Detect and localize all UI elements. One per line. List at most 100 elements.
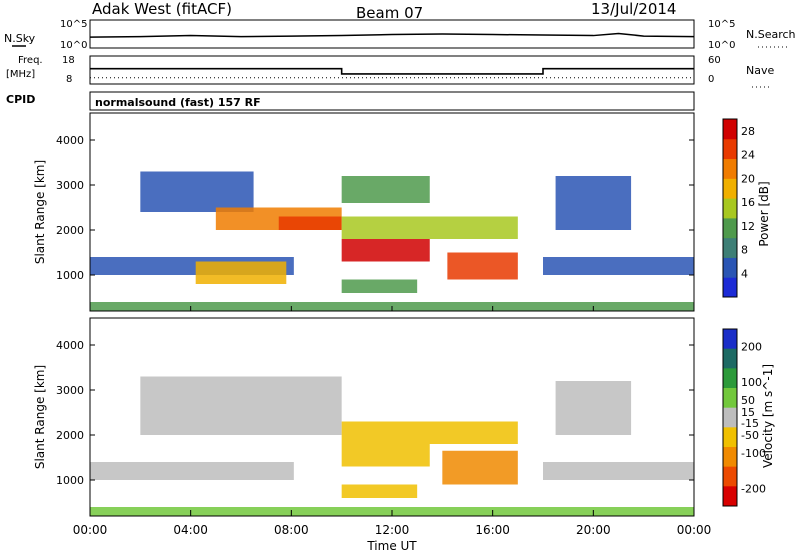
colorbar-frame (722, 118, 738, 298)
colorbar-segment (723, 486, 737, 507)
x-tick-label: 04:00 (173, 523, 208, 537)
beam-label: Beam 07 (356, 4, 423, 22)
x-tick-label: 20:00 (576, 523, 611, 537)
velocity-echo-region (555, 381, 632, 435)
freq-panel-frame (89, 55, 695, 85)
colorbar-tick-label: 12 (741, 220, 755, 233)
colorbar-tick-label: 16 (741, 196, 755, 209)
x-tick-label: 16:00 (475, 523, 510, 537)
colorbar-segment (723, 466, 737, 487)
colorbar-tick-label: 24 (741, 149, 755, 162)
radar-title: Adak West (fitACF) (92, 0, 232, 18)
y-tick-label: 4000 (56, 339, 84, 352)
power-echo-region (195, 261, 287, 284)
power-ylabel: Slant Range [km] (33, 160, 47, 264)
nave-tick-top: 60 (708, 55, 721, 66)
power-colorbar: 4 8 12 16 20 24 28 (722, 118, 755, 298)
power-echo-region (341, 176, 430, 203)
velocity-y-axis: 1000 2000 3000 4000 (56, 339, 694, 487)
colorbar-tick-label: 4 (741, 267, 748, 280)
colorbar-segment (723, 237, 737, 258)
colorbar-tick-label: -200 (741, 482, 766, 495)
colorbar-tick-label: 200 (741, 341, 762, 354)
colorbar-segment (723, 447, 737, 468)
colorbar-segment (723, 119, 737, 140)
y-tick-label: 1000 (56, 474, 84, 487)
power-echo-region (341, 279, 418, 293)
freq-tick-top: 18 (62, 55, 75, 66)
x-axis-label: Time UT (366, 539, 417, 553)
power-echo-region (447, 252, 518, 280)
colorbar-segment (723, 178, 737, 199)
nsky-label: N.Sky (4, 32, 36, 45)
y-tick-label: 2000 (56, 429, 84, 442)
velocity-echo-region (341, 421, 518, 444)
colorbar-segment (723, 329, 737, 350)
velocity-echo-region (140, 376, 342, 435)
y-tick-label: 2000 (56, 224, 84, 237)
y-tick-label: 1000 (56, 269, 84, 282)
colorbar-segment (723, 348, 737, 369)
noise-tick-left-top: 10^5 (60, 19, 87, 30)
freq-tick-bottom: 8 (66, 74, 72, 85)
nave-label: Nave (746, 64, 774, 77)
colorbar-tick-label: 28 (741, 125, 755, 138)
cpid-value: normalsound (fast) 157 RF (95, 96, 261, 109)
velocity-x-axis: 00:00 04:00 08:00 12:00 16:00 20:00 00:00 (73, 306, 712, 537)
freq-series-line (90, 67, 694, 75)
velocity-panel: 1000 2000 3000 4000 00:00 04:00 08:00 12:00 16:… (33, 306, 711, 553)
colorbar-tick-label: 15 (741, 406, 755, 419)
y-tick-label: 3000 (56, 179, 84, 192)
y-tick-label: 4000 (56, 134, 84, 147)
colorbar-frame (722, 328, 738, 507)
colorbar-tick-label: -50 (741, 429, 759, 442)
power-echo-region (341, 216, 518, 239)
colorbar-segment (723, 427, 737, 448)
velocity-echo-region (341, 444, 430, 467)
freq-panel: Freq. [MHz] 18 8 60 0 Nave (6, 55, 774, 88)
noise-panel: N.Sky N.Search 10^5 10^0 10^5 10^0 (4, 19, 796, 51)
colorbar-segment (723, 407, 737, 428)
colorbar-tick-label: -100 (741, 447, 766, 460)
power-echo-region (543, 257, 694, 275)
y-tick-label: 3000 (56, 384, 84, 397)
freq-label: Freq. (18, 55, 43, 66)
nave-tick-bottom: 0 (708, 74, 714, 85)
velocity-colorbar-label: Velocity [m s^-1] (761, 364, 775, 468)
power-echo-region (278, 216, 342, 230)
nsearch-label: N.Search (746, 28, 796, 41)
power-y-axis: 1000 2000 3000 4000 (56, 134, 694, 282)
colorbar-tick-label: 20 (741, 172, 755, 185)
colorbar-segment (723, 388, 737, 409)
noise-panel-frame (89, 19, 695, 49)
cpid-label: CPID (6, 93, 35, 106)
colorbar-segment (723, 158, 737, 179)
nsky-series-line (89, 32, 695, 38)
velocity-echo-region (442, 450, 518, 485)
noise-tick-right-top: 10^5 (708, 19, 735, 30)
colorbar-segment (723, 277, 737, 298)
x-tick-label: 00:00 (677, 523, 712, 537)
colorbar-segment (723, 257, 737, 278)
power-colorbar-label: Power [dB] (757, 181, 771, 246)
noise-tick-right-bottom: 10^0 (708, 40, 735, 51)
colorbar-segment (723, 368, 737, 389)
colorbar-segment (723, 138, 737, 160)
x-tick-label: 00:00 (73, 523, 108, 537)
power-panel: 1000 2000 3000 4000 Slant Range [km] (33, 112, 695, 312)
power-echo-region (555, 176, 632, 230)
colorbar-tick-label: 50 (741, 394, 755, 407)
velocity-echo-region (543, 462, 694, 480)
colorbar-tick-label: 8 (741, 244, 748, 257)
colorbar-segment (723, 217, 737, 239)
noise-tick-left-bottom: 10^0 (60, 40, 87, 51)
x-tick-label: 12:00 (375, 523, 410, 537)
velocity-echo-region (90, 462, 294, 480)
x-tick-label: 08:00 (274, 523, 309, 537)
colorbar-tick-label: -15 (741, 417, 759, 430)
cpid-bar (89, 91, 695, 111)
freq-unit-label: [MHz] (6, 69, 35, 80)
power-echo-region (341, 239, 430, 262)
